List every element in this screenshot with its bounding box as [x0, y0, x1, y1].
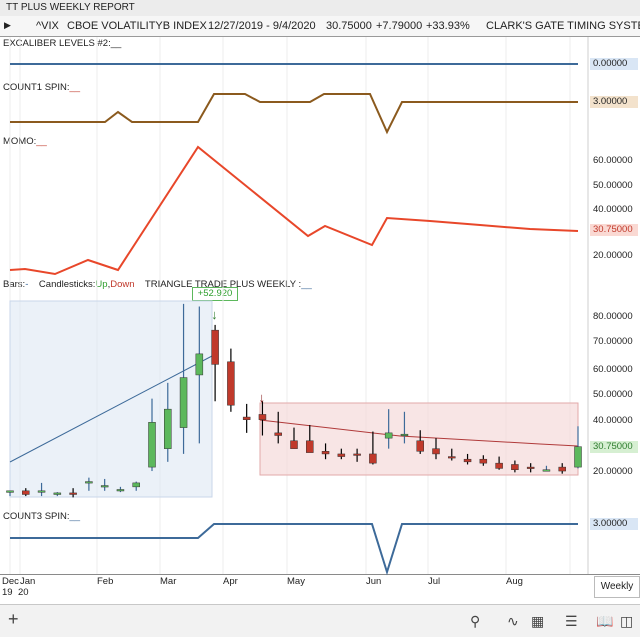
candle-body — [148, 422, 156, 468]
candle-body — [400, 433, 409, 436]
candle-body — [321, 451, 330, 455]
price-tick: 70.00000 — [593, 336, 633, 347]
last-price: 30.75000 — [326, 20, 372, 32]
candle-body — [432, 448, 440, 455]
candle-body — [195, 353, 204, 376]
candle-body — [85, 481, 93, 484]
count1-series-line — [10, 93, 578, 135]
chart-line-icon[interactable]: ∿ — [507, 613, 519, 629]
price-tick: 50.00000 — [593, 389, 633, 400]
add-icon[interactable]: + — [8, 609, 19, 629]
candle-body — [495, 462, 503, 469]
triangle-zone-red — [259, 402, 579, 476]
price-change: +7.79000 — [376, 20, 423, 32]
momo-panel: MOMO:__ 60.00000 50.00000 40.00000 20.00… — [0, 135, 640, 279]
candle-body — [179, 377, 188, 428]
symbol-info-bar: ▶ ^VIX CBOE VOLATILITYB INDEX 12/27/2019… — [0, 16, 640, 37]
price-tick: 60.00000 — [593, 364, 633, 375]
x-label: Dec — [2, 576, 19, 587]
list-icon[interactable]: ☰ — [565, 613, 578, 629]
momo-tick: 40.00000 — [593, 204, 633, 215]
candle-body — [384, 432, 393, 439]
bottom-toolbar: + ⚲ ∿ ▦ ☰ 📖 ◫ — [0, 604, 640, 637]
candle-body — [542, 469, 551, 472]
x-label: Feb — [97, 576, 114, 587]
x-sublabel: 19 — [2, 587, 13, 598]
candle-body — [242, 416, 251, 420]
x-label: Jan — [20, 576, 36, 587]
price-tick: 80.00000 — [593, 311, 633, 322]
candle-body — [448, 456, 456, 459]
count3-panel: COUNT3 SPIN:__ 3.00000 — [0, 510, 640, 575]
symbol-ticker[interactable]: ^VIX — [36, 20, 59, 32]
candle-body — [69, 492, 77, 495]
x-label: Aug — [506, 576, 523, 587]
grid-icon[interactable]: ▦ — [531, 613, 545, 629]
percent-change: +33.93% — [426, 20, 470, 32]
momo-tick: 60.00000 — [593, 155, 633, 166]
candle-body — [164, 408, 172, 449]
search-icon[interactable]: ⚲ — [470, 613, 481, 629]
momo-tick: 50.00000 — [593, 180, 633, 191]
candle-body — [337, 453, 346, 457]
candle-body — [416, 440, 424, 452]
candle-body — [100, 485, 109, 488]
count1-panel: COUNT1 SPIN:__ 3.00000 — [0, 81, 640, 136]
x-label: May — [287, 576, 305, 587]
chart-canvas: ↓↓ — [6, 37, 589, 576]
candle-body — [479, 458, 488, 464]
system-name: CLARK'S GATE TIMING SYSTEM — [486, 20, 640, 32]
price-tick: 20.00000 — [593, 466, 633, 477]
candle-body — [6, 490, 14, 493]
x-label: Apr — [223, 576, 238, 587]
count1-label: COUNT1 SPIN:__ — [3, 82, 81, 93]
buy-arrow-icon: ↓ — [211, 307, 218, 322]
symbol-name: CBOE VOLATILITYB INDEX — [67, 20, 207, 32]
candle-body — [227, 361, 235, 406]
count3-series-line — [10, 523, 578, 576]
candle-body — [274, 432, 282, 436]
candle-body — [258, 414, 267, 420]
momo-series-line — [9, 145, 579, 276]
date-range: 12/27/2019 - 9/4/2020 — [208, 20, 316, 32]
momo-tick: 20.00000 — [593, 250, 633, 261]
x-sublabel: 20 — [18, 587, 29, 598]
count3-value: 3.00000 — [590, 518, 638, 530]
candle-body — [526, 466, 535, 469]
candle-body — [306, 440, 314, 453]
window-title: TT PLUS WEEKLY REPORT — [6, 2, 135, 13]
candle-body — [463, 458, 472, 463]
candle-body — [353, 453, 361, 456]
count3-label: COUNT3 SPIN:__ — [3, 511, 81, 522]
candle-body — [53, 492, 62, 495]
x-label: Jul — [428, 576, 441, 587]
x-label: Mar — [160, 576, 177, 587]
price-value: 30.75000 — [590, 441, 638, 453]
expand-arrow-icon[interactable]: ▶ — [4, 20, 11, 30]
triangle-trendline-up — [9, 355, 213, 463]
candle-body — [132, 482, 140, 488]
excaliber-value: 0.00000 — [590, 58, 638, 70]
excaliber-panel: EXCALIBER LEVELS #2:__ 0.00000 — [0, 37, 640, 82]
triangle-trendline-down — [259, 419, 579, 447]
candle-body — [574, 446, 582, 468]
candle-body — [211, 329, 219, 365]
book-icon[interactable]: 📖 — [596, 613, 614, 629]
candle-body — [558, 466, 566, 472]
price-tick: 40.00000 — [593, 415, 633, 426]
candle-body — [369, 453, 377, 464]
peak-annotation: +52.920 — [192, 287, 238, 301]
sell-arrow-icon: ↓ — [258, 390, 265, 405]
candle-body — [290, 440, 298, 449]
layout-icon[interactable]: ◫ — [620, 613, 634, 629]
momo-value: 30.75000 — [590, 224, 638, 236]
candle-body — [22, 490, 30, 495]
x-label: Jun — [366, 576, 382, 587]
excaliber-label: EXCALIBER LEVELS #2:__ — [3, 38, 122, 49]
count1-value: 3.00000 — [590, 96, 638, 108]
candle-body — [116, 489, 125, 492]
triangle-zone-blue — [9, 300, 213, 498]
candle-body — [511, 464, 519, 470]
candle-body — [37, 490, 46, 493]
